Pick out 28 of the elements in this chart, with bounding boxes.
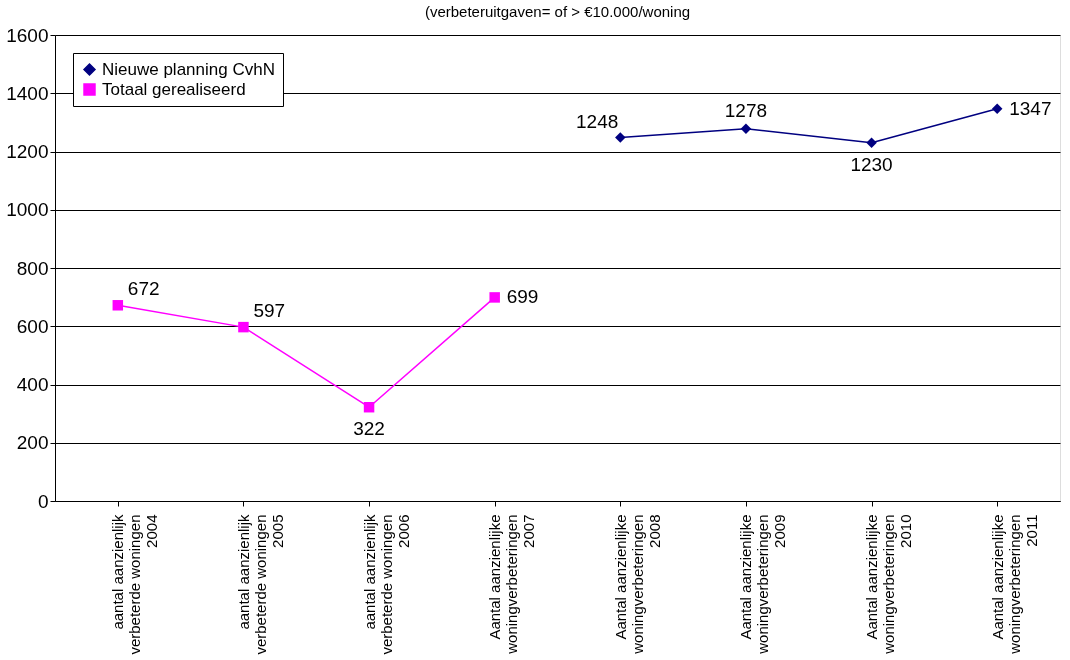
data-label: 597	[253, 300, 286, 322]
data-label: 1248	[576, 110, 619, 132]
x-tick-label: Aantal aanzienlijke woningverbeteringen 2011	[988, 514, 1040, 655]
data-label: 699	[506, 286, 539, 308]
legend-label: Nieuwe planning CvhN	[102, 59, 275, 79]
x-tick-label: Aantal aanzienlijke woningverbeteringen 2008	[611, 514, 663, 655]
data-label: 1278	[724, 99, 768, 121]
y-tick-label: 1000	[6, 199, 49, 221]
y-tick-label: 0	[37, 490, 49, 512]
y-tick-label: 800	[16, 257, 49, 279]
y-tick-label: 400	[16, 374, 49, 395]
y-tick-label: 1600	[6, 24, 49, 46]
x-tick-label: aantal aanzienlijk verbeterde woningen 2006	[360, 514, 412, 655]
legend-label: Totaal gerealiseerd	[102, 79, 246, 99]
data-label: 672	[127, 278, 160, 300]
y-tick-label: 600	[16, 315, 49, 337]
y-tick-label: 1200	[6, 141, 49, 162]
x-tick-label: aantal aanzienlijk verbeterde woningen 2004	[109, 514, 161, 655]
x-tick-label: Aantal aanzienlijke woningverbeteringen 2007	[486, 514, 538, 655]
x-tick-label: Aantal aanzienlijke woningverbeteringen 2010	[863, 514, 915, 655]
data-label: 1230	[850, 153, 893, 175]
y-tick-label: 1400	[6, 82, 49, 104]
data-label: 1347	[1009, 97, 1052, 119]
y-tick-label: 200	[16, 432, 49, 454]
chart-title: (verbeteruitgaven= of > €10.000/woning	[424, 3, 691, 20]
x-tick-label: aantal aanzienlijk verbeterde woningen 2005	[234, 514, 286, 655]
x-tick-label: Aantal aanzienlijke woningverbeteringen 2009	[737, 514, 789, 655]
data-label: 322	[353, 418, 385, 440]
